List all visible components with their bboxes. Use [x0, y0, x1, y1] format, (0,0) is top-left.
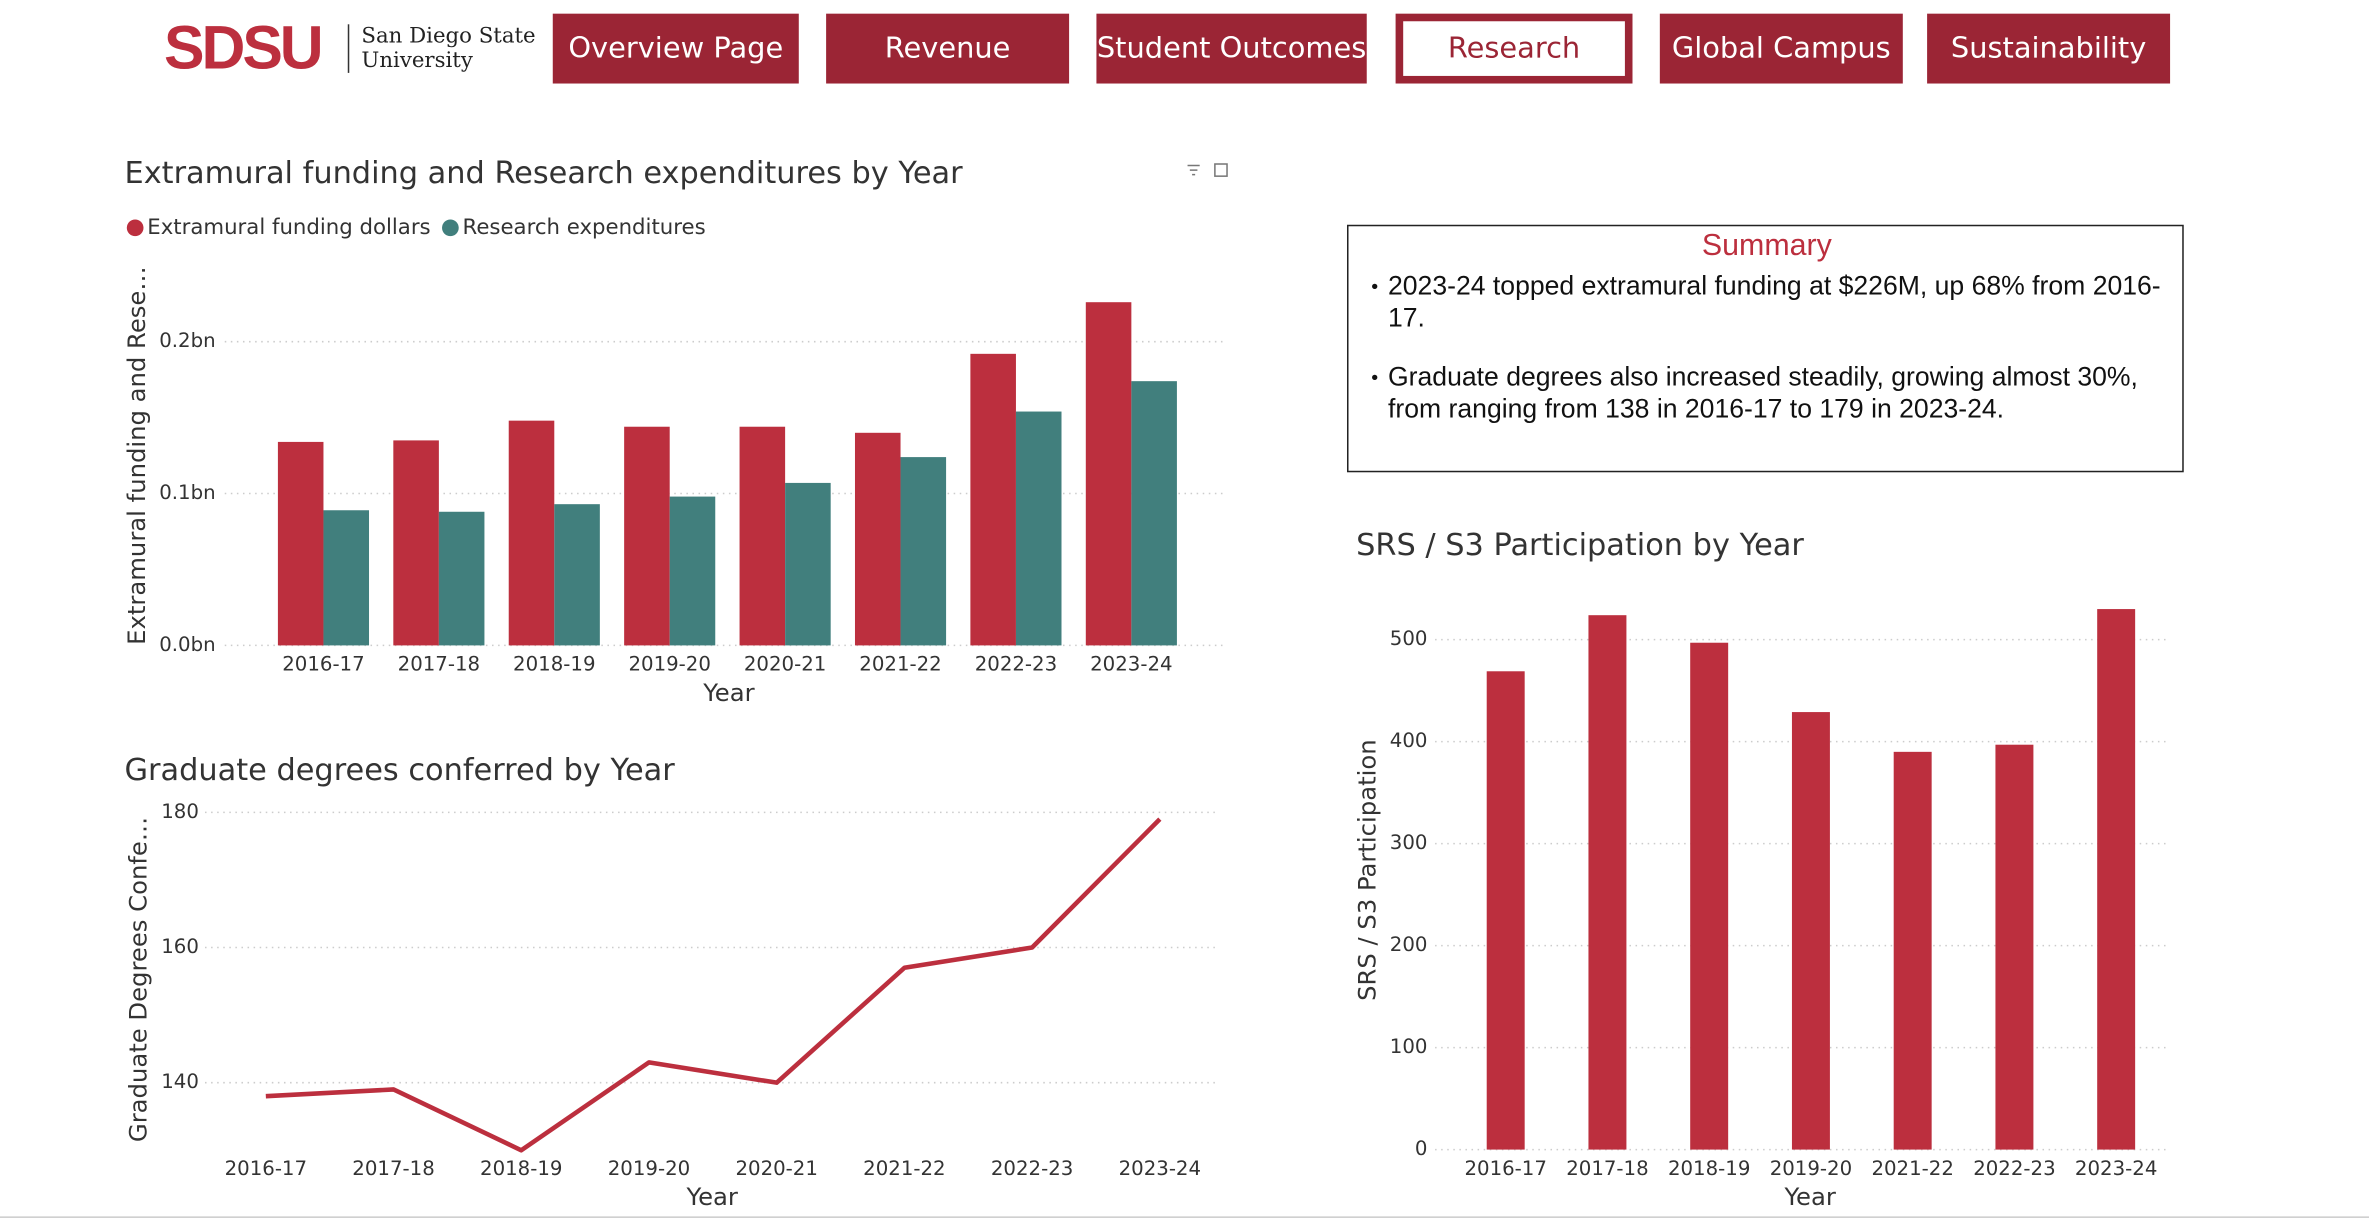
bar	[554, 504, 600, 646]
bar	[1131, 381, 1177, 646]
y-tick-label: 100	[1390, 1035, 1428, 1058]
x-tick-label: 2020-21	[735, 1157, 817, 1180]
x-tick-label: 2017-18	[1566, 1157, 1648, 1180]
y-tick-label: 300	[1390, 831, 1428, 854]
x-tick-label: 2022-23	[1973, 1157, 2055, 1180]
y-tick-label: 0.2bn	[159, 329, 215, 352]
bar	[438, 511, 485, 646]
bar	[1486, 671, 1525, 1150]
y-tick-label: 160	[161, 935, 199, 958]
y-tick-label: 0.1bn	[159, 481, 215, 504]
nav-button[interactable]: Revenue	[826, 13, 1070, 84]
bar	[785, 482, 831, 646]
x-tick-label: 2016-17	[225, 1157, 307, 1180]
university-name: San Diego State University	[347, 24, 544, 73]
y-tick-label: 180	[161, 800, 199, 823]
x-tick-label: 2018-19	[1668, 1157, 1750, 1180]
x-tick-label: 2019-20	[608, 1157, 690, 1180]
x-tick-label: 2023-24	[1119, 1157, 1201, 1180]
bar	[2097, 609, 2136, 1150]
y-tick-label: 140	[161, 1070, 199, 1093]
x-tick-label: 2023-24	[1090, 653, 1172, 676]
chart-title: SRS / S3 Participation by Year	[1356, 528, 1804, 563]
line	[265, 817, 1162, 1153]
x-tick-label: 2022-23	[975, 653, 1057, 676]
y-tick-label: 0	[1415, 1137, 1428, 1160]
y-axis-title: Extramural funding and Rese…	[122, 266, 151, 644]
y-axis-title: SRS / S3 Participation	[1352, 739, 1381, 1000]
chart-title: Extramural funding and Research expendit…	[125, 156, 964, 191]
bar	[624, 426, 670, 646]
nav-button[interactable]: Sustainability	[1927, 13, 2171, 84]
bar	[1588, 615, 1627, 1150]
bar	[1085, 302, 1132, 646]
chart-title: Graduate degrees conferred by Year	[125, 753, 676, 788]
nav-button[interactable]: Research	[1395, 13, 1633, 84]
legend-marker	[442, 219, 459, 237]
summary-bullet: 2023-24 topped extramural funding at $22…	[1371, 270, 2161, 334]
bar	[1015, 411, 1062, 646]
x-tick-label: 2018-19	[480, 1157, 562, 1180]
bar	[739, 426, 786, 646]
x-tick-label: 2021-22	[863, 1157, 945, 1180]
bar	[277, 441, 324, 646]
x-axis-title: Year	[702, 678, 754, 707]
y-tick-label: 200	[1390, 933, 1428, 956]
bar	[1791, 712, 1830, 1150]
visual-header-icons	[1187, 163, 1228, 177]
legend-label: Research expenditures	[463, 215, 706, 240]
x-tick-label: 2020-21	[744, 653, 826, 676]
x-axis-title: Year	[686, 1182, 738, 1211]
summary-list: 2023-24 topped extramural funding at $22…	[1371, 270, 2161, 425]
nav-button[interactable]: Global Campus	[1659, 13, 1903, 84]
bar	[1995, 744, 2034, 1150]
bar	[1690, 642, 1729, 1150]
x-tick-label: 2017-18	[352, 1157, 434, 1180]
summary-title: Summary	[1701, 229, 1832, 263]
summary-box: Summary 2023-24 topped extramural fundin…	[1346, 224, 2184, 473]
y-tick-label: 0.0bn	[159, 633, 215, 656]
x-tick-label: 2018-19	[513, 653, 595, 676]
x-tick-label: 2019-20	[1770, 1157, 1852, 1180]
y-tick-label: 400	[1390, 729, 1428, 752]
summary-bullet: Graduate degrees also increased steadily…	[1371, 361, 2161, 425]
bar	[900, 457, 947, 646]
nav-button[interactable]: Student Outcomes	[1096, 13, 1367, 84]
legend-marker	[126, 219, 144, 237]
y-axis-title: Graduate Degrees Confe…	[124, 817, 153, 1142]
bar	[508, 420, 555, 646]
bar	[669, 496, 716, 646]
x-tick-label: 2021-22	[859, 653, 941, 676]
bar	[970, 353, 1016, 646]
x-tick-label: 2016-17	[1464, 1157, 1546, 1180]
x-tick-label: 2017-18	[398, 653, 480, 676]
x-tick-label: 2019-20	[628, 653, 710, 676]
x-tick-label: 2023-24	[2075, 1157, 2157, 1180]
bar	[1893, 751, 1932, 1150]
logo: SDSU	[164, 15, 324, 83]
nav-button[interactable]: Overview Page	[552, 13, 799, 84]
y-tick-label: 500	[1390, 627, 1428, 650]
x-tick-label: 2022-23	[991, 1157, 1073, 1180]
bar	[323, 510, 370, 646]
legend-label: Extramural funding dollars	[147, 215, 430, 240]
x-tick-label: 2016-17	[282, 653, 364, 676]
bar	[854, 432, 901, 646]
bar	[393, 440, 439, 646]
x-axis-title: Year	[1783, 1182, 1835, 1211]
x-tick-label: 2021-22	[1871, 1157, 1953, 1180]
